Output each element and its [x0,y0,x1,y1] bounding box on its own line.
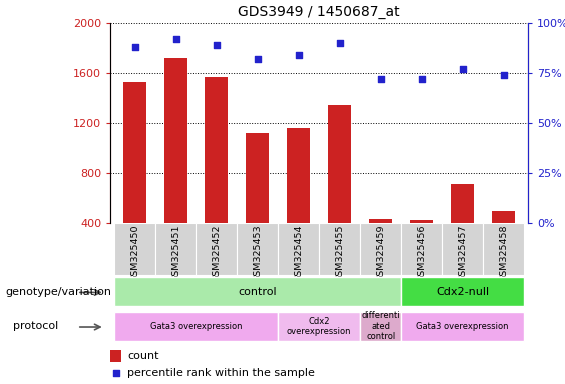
Text: differenti
ated
control: differenti ated control [362,311,400,341]
Point [376,76,385,82]
Text: GSM325450: GSM325450 [131,224,139,282]
Bar [360,312,401,341]
Bar [237,223,278,275]
Bar [483,223,524,275]
Point [417,76,426,82]
Text: GSM325452: GSM325452 [212,224,221,282]
Bar [328,106,351,273]
Bar [401,277,524,306]
Bar [401,223,442,275]
Bar [164,58,187,273]
Bar [442,223,483,275]
Text: GSM325451: GSM325451 [171,224,180,282]
Point [458,66,467,72]
Bar [278,223,319,275]
Bar [278,312,360,341]
Bar [370,219,392,273]
Bar [410,220,433,273]
Bar [360,223,401,275]
Point [131,44,140,50]
Text: GSM325454: GSM325454 [294,224,303,282]
Point [294,52,303,58]
Text: protocol: protocol [13,321,58,331]
Bar [401,312,524,341]
Bar [155,223,196,275]
Point [335,40,344,46]
Text: genotype/variation: genotype/variation [6,287,111,297]
Bar [196,223,237,275]
Bar [493,212,515,273]
Text: GSM325457: GSM325457 [458,224,467,282]
Text: Gata3 overexpression: Gata3 overexpression [416,322,509,331]
Point [499,72,508,78]
Text: GSM325453: GSM325453 [253,224,262,282]
Text: Cdx2
overexpression: Cdx2 overexpression [287,317,351,336]
Text: Cdx2-null: Cdx2-null [436,287,489,297]
Bar [114,277,401,306]
Bar [114,312,278,341]
Text: control: control [238,287,277,297]
Text: percentile rank within the sample: percentile rank within the sample [128,367,315,377]
Text: GSM325456: GSM325456 [417,224,426,282]
Bar [246,133,269,273]
Text: Gata3 overexpression: Gata3 overexpression [150,322,242,331]
Text: GSM325455: GSM325455 [335,224,344,282]
Point [212,42,221,48]
Point [253,56,262,62]
Bar [288,128,310,273]
Bar [451,184,474,273]
Title: GDS3949 / 1450687_at: GDS3949 / 1450687_at [238,5,400,19]
Bar [110,350,121,362]
Point [111,369,120,376]
Bar [124,82,146,273]
Point [171,36,180,42]
Bar [206,77,228,273]
Bar [114,223,155,275]
Text: GSM325459: GSM325459 [376,224,385,282]
Text: GSM325458: GSM325458 [499,224,508,282]
Text: count: count [128,351,159,361]
Bar [319,223,360,275]
